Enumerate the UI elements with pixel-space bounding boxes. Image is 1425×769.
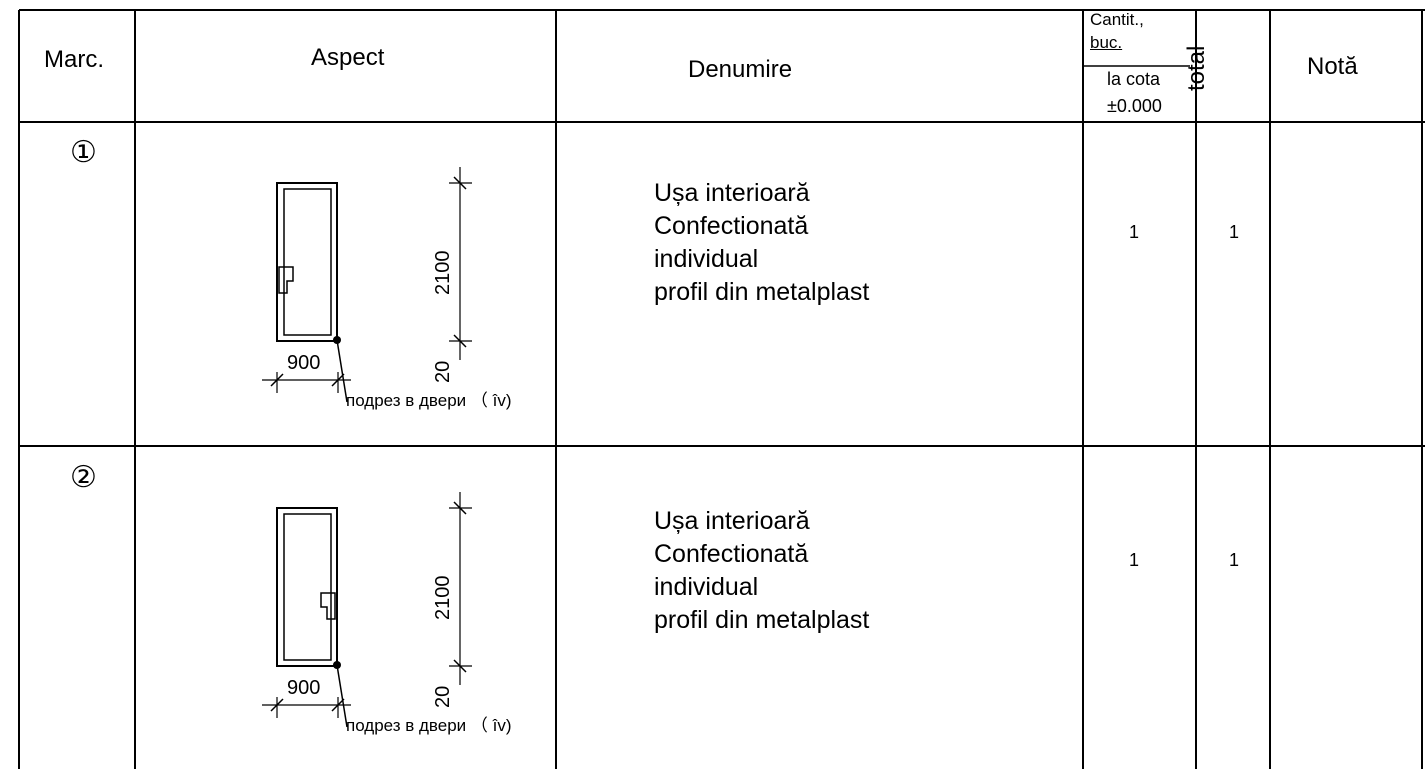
- header-cantit: Cantit.,: [1090, 10, 1144, 29]
- row-2-drawing-note: подрез в двери （ îv): [346, 716, 512, 735]
- row-2-denumire-line-1: Ușa interioară: [654, 507, 810, 535]
- row-2-height-dimension: 2100: [432, 575, 454, 621]
- header-cota-level: ±0.000: [1107, 96, 1162, 116]
- row-2-denumire: Ușa interioară Confectionată individual …: [654, 505, 869, 637]
- header-marc: Marc.: [44, 46, 104, 73]
- row-1-width-dimension: 900: [287, 352, 321, 374]
- row-2-denumire-line-2: Confectionată: [654, 540, 809, 568]
- row-1-denumire: Ușa interioară Confectionată individual …: [654, 177, 869, 309]
- header-aspect: Aspect: [311, 44, 385, 71]
- row-2-gap-dimension: 20: [432, 685, 454, 708]
- header-nota: Notă: [1307, 53, 1358, 80]
- row-1-mark: ①: [70, 136, 97, 169]
- row-1-drawing-note: подрез в двери （ îv): [346, 391, 512, 410]
- row-2-denumire-line-4: profil din metalplast: [654, 606, 870, 634]
- row-1-total: 1: [1229, 222, 1240, 242]
- row-2-width-dimension: 900: [287, 677, 321, 699]
- header-cantit-unit: buc.: [1090, 33, 1123, 52]
- row-1-denumire-line-1: Ușa interioară: [654, 179, 810, 207]
- row-2-qty-cota: 1: [1129, 550, 1140, 570]
- row-1-qty-cota: 1: [1129, 222, 1140, 242]
- row-1-denumire-line-3: individual: [654, 245, 759, 273]
- row-2-denumire-line-3: individual: [654, 573, 759, 601]
- header-cota: la cota: [1107, 69, 1161, 89]
- row-2-total: 1: [1229, 550, 1240, 570]
- row-1-denumire-line-2: Confectionată: [654, 212, 809, 240]
- row-1-denumire-line-4: profil din metalplast: [654, 278, 870, 306]
- row-2-mark: ②: [70, 461, 97, 494]
- header-denumire: Denumire: [688, 56, 793, 83]
